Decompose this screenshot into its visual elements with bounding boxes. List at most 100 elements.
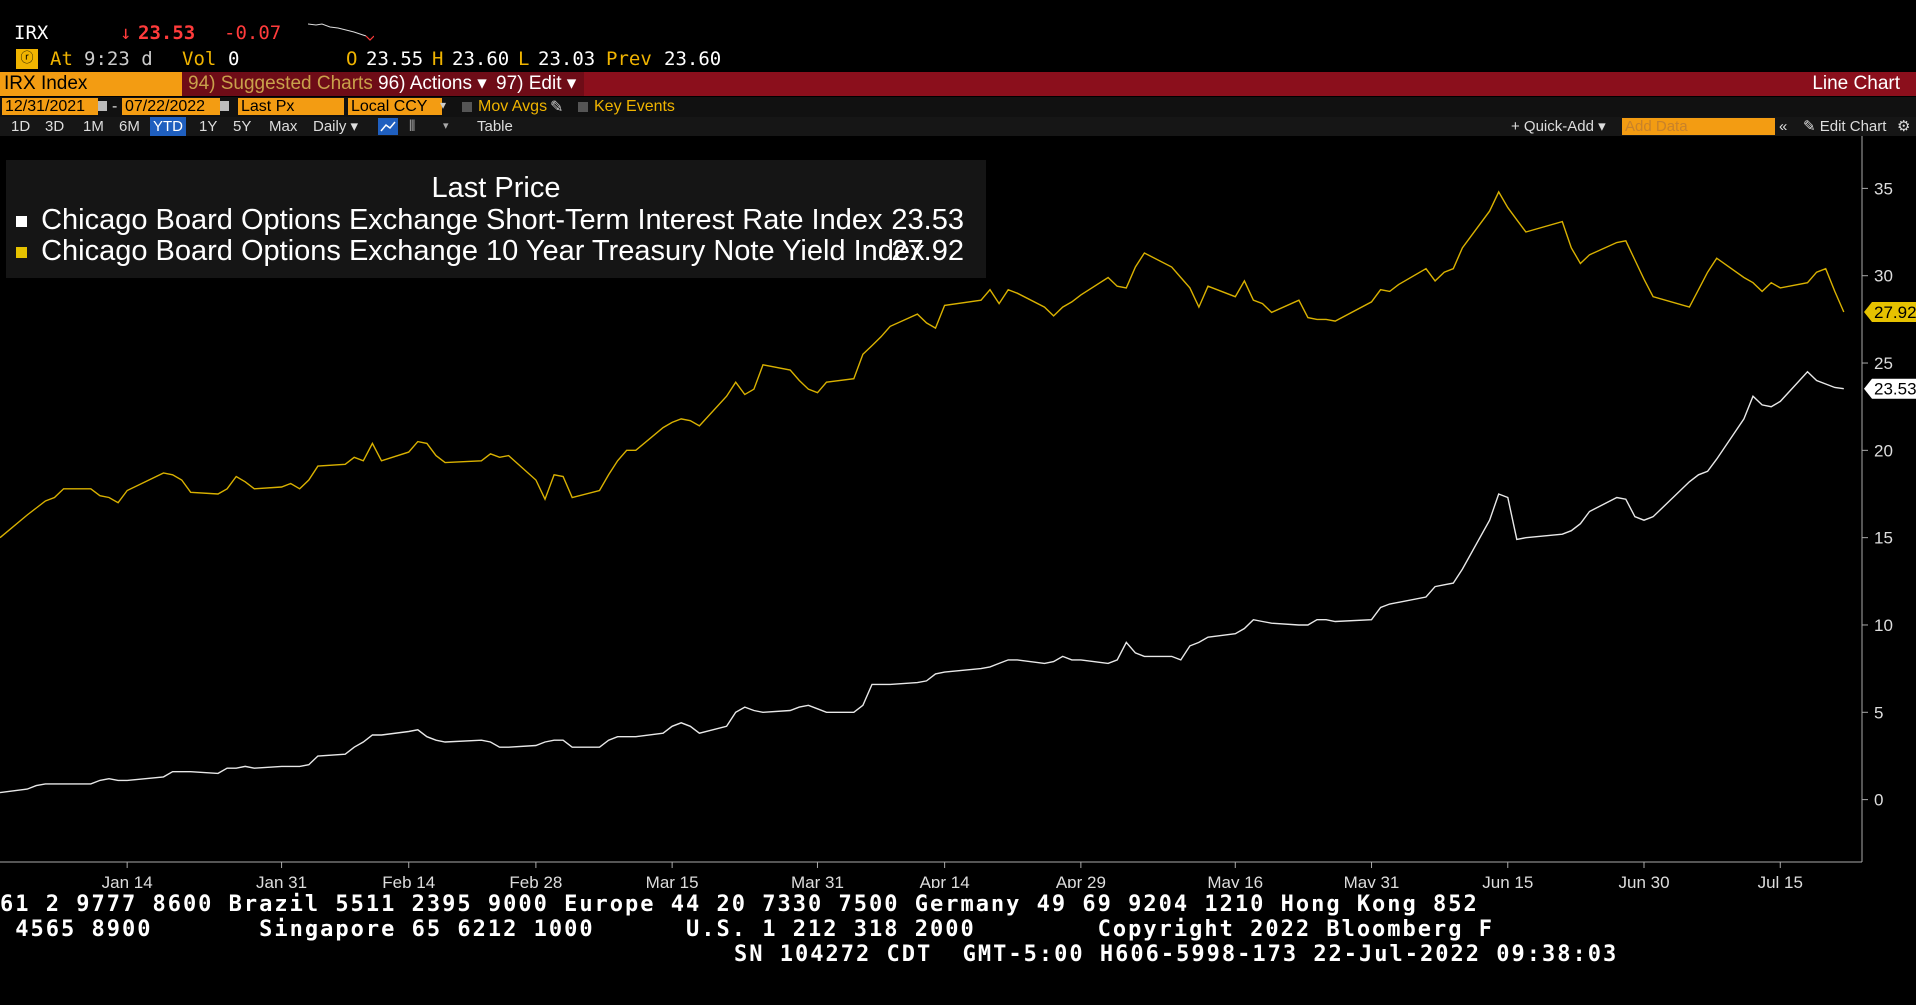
x-tick-label: Jan 14 (102, 873, 153, 888)
footer-line-3: SN 104272 CDT GMT-5:00 H606-5998-173 22-… (734, 942, 1619, 967)
high-label: H (432, 48, 444, 70)
line-chart-icon[interactable] (378, 118, 398, 135)
legend-item: Chicago Board Options Exchange Short-Ter… (16, 205, 976, 235)
chart-legend: Last Price Chicago Board Options Exchang… (6, 160, 986, 278)
range-1m[interactable]: 1M (83, 118, 104, 135)
end-date-field[interactable]: 07/22/2022 (122, 98, 220, 115)
last-value-tag-bg (1864, 302, 1916, 323)
range-5y[interactable]: 5Y (233, 118, 252, 135)
settings-bar: 12/31/2021 - 07/22/2022 Last Px Local CC… (0, 97, 1916, 117)
x-tick-label: Jan 31 (256, 873, 307, 888)
x-tick-label: Feb 14 (382, 873, 435, 888)
legend-title: Last Price (431, 172, 561, 204)
last-value-tag-bg (1864, 378, 1916, 399)
down-arrow-icon: ↓ (120, 22, 132, 44)
y-tick-label: 0 (1874, 791, 1883, 810)
legend-value: 23.53 (891, 204, 964, 236)
last-price: 23.53 (138, 22, 196, 44)
key-events-label: Key Events (594, 98, 675, 115)
last-value-label: 23.53 (1874, 380, 1916, 399)
start-date-field[interactable]: 12/31/2021 (2, 98, 98, 115)
low-label: L (518, 48, 530, 70)
mov-avgs-checkbox[interactable] (462, 102, 472, 112)
mov-avgs-label: Mov Avgs (478, 98, 548, 115)
quick-add-button[interactable]: + Quick-Add ▾ (1511, 118, 1606, 135)
y-tick-label: 5 (1874, 703, 1883, 722)
pencil-icon[interactable]: ✎ (550, 99, 564, 116)
range-6m[interactable]: 6M (119, 118, 140, 135)
price-field-select[interactable]: Last Px (238, 98, 344, 115)
volume-label: Vol (182, 48, 217, 70)
x-tick-label: Mar 31 (791, 873, 844, 888)
range-1d[interactable]: 1D (11, 118, 31, 135)
add-data-input[interactable]: Add Data (1622, 118, 1775, 135)
chart-type-label: Line Chart (1812, 73, 1900, 94)
currency-select[interactable]: Local CCY (348, 98, 442, 115)
period-select[interactable]: Daily ▾ (313, 118, 359, 135)
open-value: 23.55 (366, 48, 424, 70)
collapse-icon[interactable]: « (1779, 118, 1788, 135)
table-button[interactable]: Table (477, 118, 513, 135)
chevron-down-icon[interactable]: ▾ (440, 98, 447, 112)
at-label: At (50, 48, 73, 70)
series-line-2 (0, 190, 1845, 539)
range-1y[interactable]: 1Y (199, 118, 218, 135)
x-tick-label: Apr 29 (1056, 873, 1106, 888)
x-tick-label: Jun 30 (1618, 873, 1669, 888)
last-value-tag: 27.92 (1864, 302, 1916, 323)
ticker-symbol: IRX (14, 22, 49, 44)
y-tick-label: 15 (1874, 529, 1893, 548)
suggested-charts-button[interactable]: 94) Suggested Charts (182, 72, 374, 96)
footer-line-1: 61 2 9777 8600 Brazil 5511 2395 9000 Eur… (0, 892, 1479, 917)
y-tick-label: 30 (1874, 267, 1893, 286)
volume-value: 0 (228, 48, 240, 70)
edit-chart-button[interactable]: ✎ Edit Chart (1803, 118, 1887, 135)
actions-menu[interactable]: 96) Actions ▾ (372, 72, 494, 96)
calendar-icon[interactable] (98, 101, 107, 111)
series-line-1 (0, 370, 1844, 794)
x-tick-label: Feb 28 (509, 873, 562, 888)
x-tick-label: Jun 15 (1482, 873, 1533, 888)
quote-time: 9:23 d (84, 48, 153, 70)
menu-bar: IRX Index 94) Suggested Charts 96) Actio… (0, 72, 1916, 96)
last-value-label: 27.92 (1874, 303, 1916, 322)
x-tick-label: May 31 (1344, 873, 1400, 888)
gear-icon[interactable]: ⚙ (1897, 118, 1911, 135)
candle-chart-icon[interactable]: ⫴ (409, 118, 416, 135)
chevron-down-icon[interactable]: ▾ (443, 120, 449, 132)
legend-label: Chicago Board Options Exchange 10 Year T… (41, 235, 925, 267)
x-tick-label: May 16 (1207, 873, 1263, 888)
high-value: 23.60 (452, 48, 510, 70)
low-value: 23.03 (538, 48, 596, 70)
range-3d[interactable]: 3D (45, 118, 65, 135)
x-tick-label: Mar 15 (646, 873, 699, 888)
x-tick-label: Apr 14 (920, 873, 970, 888)
edit-menu[interactable]: 97) Edit ▾ (490, 72, 584, 96)
key-events-checkbox[interactable] (578, 102, 588, 112)
last-value-tag: 23.53 (1864, 378, 1916, 399)
y-tick-label: 10 (1874, 616, 1893, 635)
date-dash: - (112, 98, 118, 115)
legend-value: 27.92 (891, 235, 964, 267)
legend-swatch (16, 215, 27, 227)
price-change: -0.07 (224, 22, 282, 44)
footer-line-2: 4565 8900 Singapore 65 6212 1000 U.S. 1 … (0, 917, 1495, 942)
legend-swatch (16, 246, 27, 258)
open-label: O (346, 48, 358, 70)
range-ytd[interactable]: YTD (150, 117, 186, 136)
y-tick-label: 35 (1874, 179, 1893, 198)
legend-item: Chicago Board Options Exchange 10 Year T… (16, 236, 976, 266)
x-tick-label: Jul 15 (1758, 873, 1803, 888)
prev-label: Prev (606, 48, 652, 70)
calendar-icon[interactable] (220, 101, 229, 111)
sparkline-icon (308, 23, 374, 41)
y-tick-label: 25 (1874, 354, 1893, 373)
legend-label: Chicago Board Options Exchange Short-Ter… (41, 204, 883, 236)
y-tick-label: 20 (1874, 441, 1893, 460)
range-max[interactable]: Max (269, 118, 298, 135)
security-input[interactable]: IRX Index (0, 72, 182, 96)
range-bar: 1D 3D 1M 6M YTD 1Y 5Y Max Daily ▾ ⫴ ▾ Ta… (0, 117, 1916, 136)
prev-value: 23.60 (664, 48, 722, 70)
realtime-icon: ⓡ (16, 49, 38, 69)
